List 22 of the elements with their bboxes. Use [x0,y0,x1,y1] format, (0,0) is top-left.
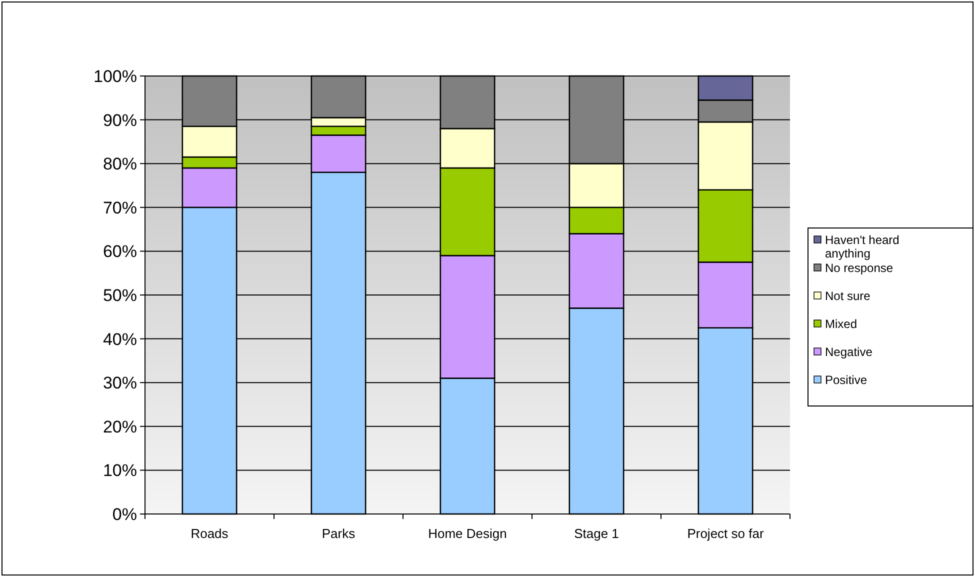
legend-label: Haven't heard anything [825,233,900,260]
legend-label: No response [825,261,894,276]
y-tick-label: 90% [102,110,137,130]
y-tick-label: 40% [102,330,137,349]
x-tick-label: Project so far [687,526,764,541]
y-tick-label: 60% [102,242,137,262]
legend-label: Not sure [825,289,871,304]
x-tick-label: Home Design [428,526,507,541]
x-tick-label: Roads [190,526,229,541]
y-tick-label: 50% [102,286,137,305]
x-tick-label: Stage 1 [574,526,619,541]
y-tick-label: 80% [102,154,137,174]
x-tick-label: Parks [322,526,356,541]
y-tick-label: 30% [102,374,137,393]
y-tick-label: 0% [112,504,137,524]
legend-label: Mixed [825,317,858,332]
y-tick-label: 100% [94,66,137,86]
legend-label: Positive [825,373,868,388]
legend-label: Negative [825,345,873,360]
y-tick-label: 70% [102,198,137,218]
y-tick-label: 20% [102,417,137,436]
y-tick-label: 10% [102,461,137,480]
